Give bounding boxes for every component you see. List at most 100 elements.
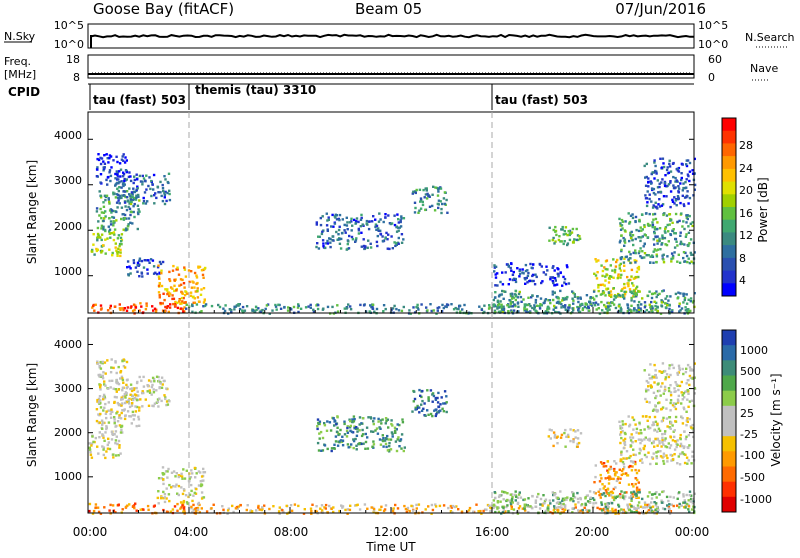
range-cell <box>566 242 570 245</box>
range-cell <box>421 399 424 403</box>
range-cell <box>369 242 372 245</box>
range-cell <box>169 286 173 289</box>
range-cell <box>318 235 321 238</box>
range-cell <box>359 225 362 228</box>
range-cell <box>114 242 117 245</box>
range-cell <box>687 499 690 502</box>
range-cell <box>120 411 123 415</box>
range-cell <box>688 400 692 403</box>
range-cell <box>180 296 184 300</box>
range-cell <box>111 251 114 255</box>
range-cell <box>425 197 429 200</box>
range-cell <box>591 296 595 299</box>
range-cell <box>109 503 112 507</box>
range-cell <box>445 395 448 398</box>
range-cell <box>161 383 164 386</box>
range-cell <box>457 508 460 511</box>
range-cell <box>656 227 659 231</box>
range-cell <box>510 504 513 507</box>
range-cell <box>108 169 112 172</box>
range-cell <box>622 236 625 240</box>
range-cell <box>669 409 672 412</box>
range-cell <box>377 227 380 230</box>
range-cell <box>315 223 318 226</box>
range-cell <box>607 478 611 481</box>
range-cell <box>628 257 632 260</box>
range-cell <box>432 309 435 312</box>
range-cell <box>117 388 120 391</box>
range-cell <box>501 289 504 293</box>
range-cell <box>650 376 653 380</box>
range-cell <box>334 440 338 443</box>
range-cell <box>624 472 628 475</box>
range-cell <box>421 203 425 207</box>
range-cell <box>372 440 375 443</box>
range-cell <box>171 485 175 488</box>
range-cell <box>609 264 612 267</box>
range-cell <box>661 507 665 510</box>
range-cell <box>234 507 238 510</box>
range-cell <box>445 401 448 404</box>
range-cell <box>621 423 625 426</box>
range-cell <box>634 462 637 466</box>
range-cell <box>641 297 644 300</box>
range-cell <box>395 449 399 453</box>
range-cell <box>494 291 497 294</box>
range-cell <box>122 365 126 368</box>
range-cell <box>95 175 99 178</box>
range-cell <box>151 259 155 262</box>
range-cell <box>689 497 693 501</box>
range-cell <box>629 436 632 439</box>
range-cell <box>637 501 641 504</box>
range-cell <box>424 508 427 511</box>
range-cell <box>679 231 682 234</box>
range-cell <box>623 491 626 494</box>
range-cell <box>679 240 683 243</box>
range-cell <box>162 490 165 494</box>
range-cell <box>627 508 631 512</box>
range-cell <box>607 277 611 280</box>
colorbar-swatch <box>722 168 736 183</box>
range-cell <box>610 502 614 505</box>
range-cell <box>637 438 641 441</box>
range-cell <box>278 506 281 509</box>
range-cell <box>494 284 497 287</box>
range-cell <box>496 284 499 287</box>
range-cell <box>113 418 116 421</box>
range-cell <box>621 460 625 464</box>
range-cell <box>488 306 491 309</box>
range-cell <box>514 280 518 284</box>
range-cell <box>445 410 448 414</box>
range-cell <box>96 166 99 169</box>
range-cell <box>193 491 196 495</box>
range-cell <box>636 478 639 482</box>
power-ylabel: Slant Range [km] <box>25 160 39 264</box>
range-cell <box>496 300 500 304</box>
range-cell <box>523 307 526 310</box>
range-cell <box>132 303 136 306</box>
power-cbar-tick-28: 28 <box>739 139 753 152</box>
range-cell <box>576 437 580 440</box>
range-cell <box>396 438 399 441</box>
range-cell <box>637 496 640 499</box>
range-cell <box>661 406 665 409</box>
range-cell <box>202 301 206 304</box>
range-cell <box>436 309 439 312</box>
range-cell <box>160 477 163 480</box>
range-cell <box>156 398 160 401</box>
range-cell <box>639 255 642 258</box>
range-cell <box>656 293 660 296</box>
range-cell <box>101 374 104 377</box>
range-cell <box>650 385 653 388</box>
range-cell <box>565 435 568 438</box>
range-cell <box>677 253 680 256</box>
range-cell <box>619 239 622 242</box>
range-cell <box>498 293 501 297</box>
range-cell <box>669 205 672 209</box>
range-cell <box>541 280 544 283</box>
range-cell <box>326 229 329 232</box>
range-cell <box>116 254 119 257</box>
range-cell <box>615 260 618 264</box>
range-cell <box>443 390 447 393</box>
range-cell <box>336 426 339 429</box>
